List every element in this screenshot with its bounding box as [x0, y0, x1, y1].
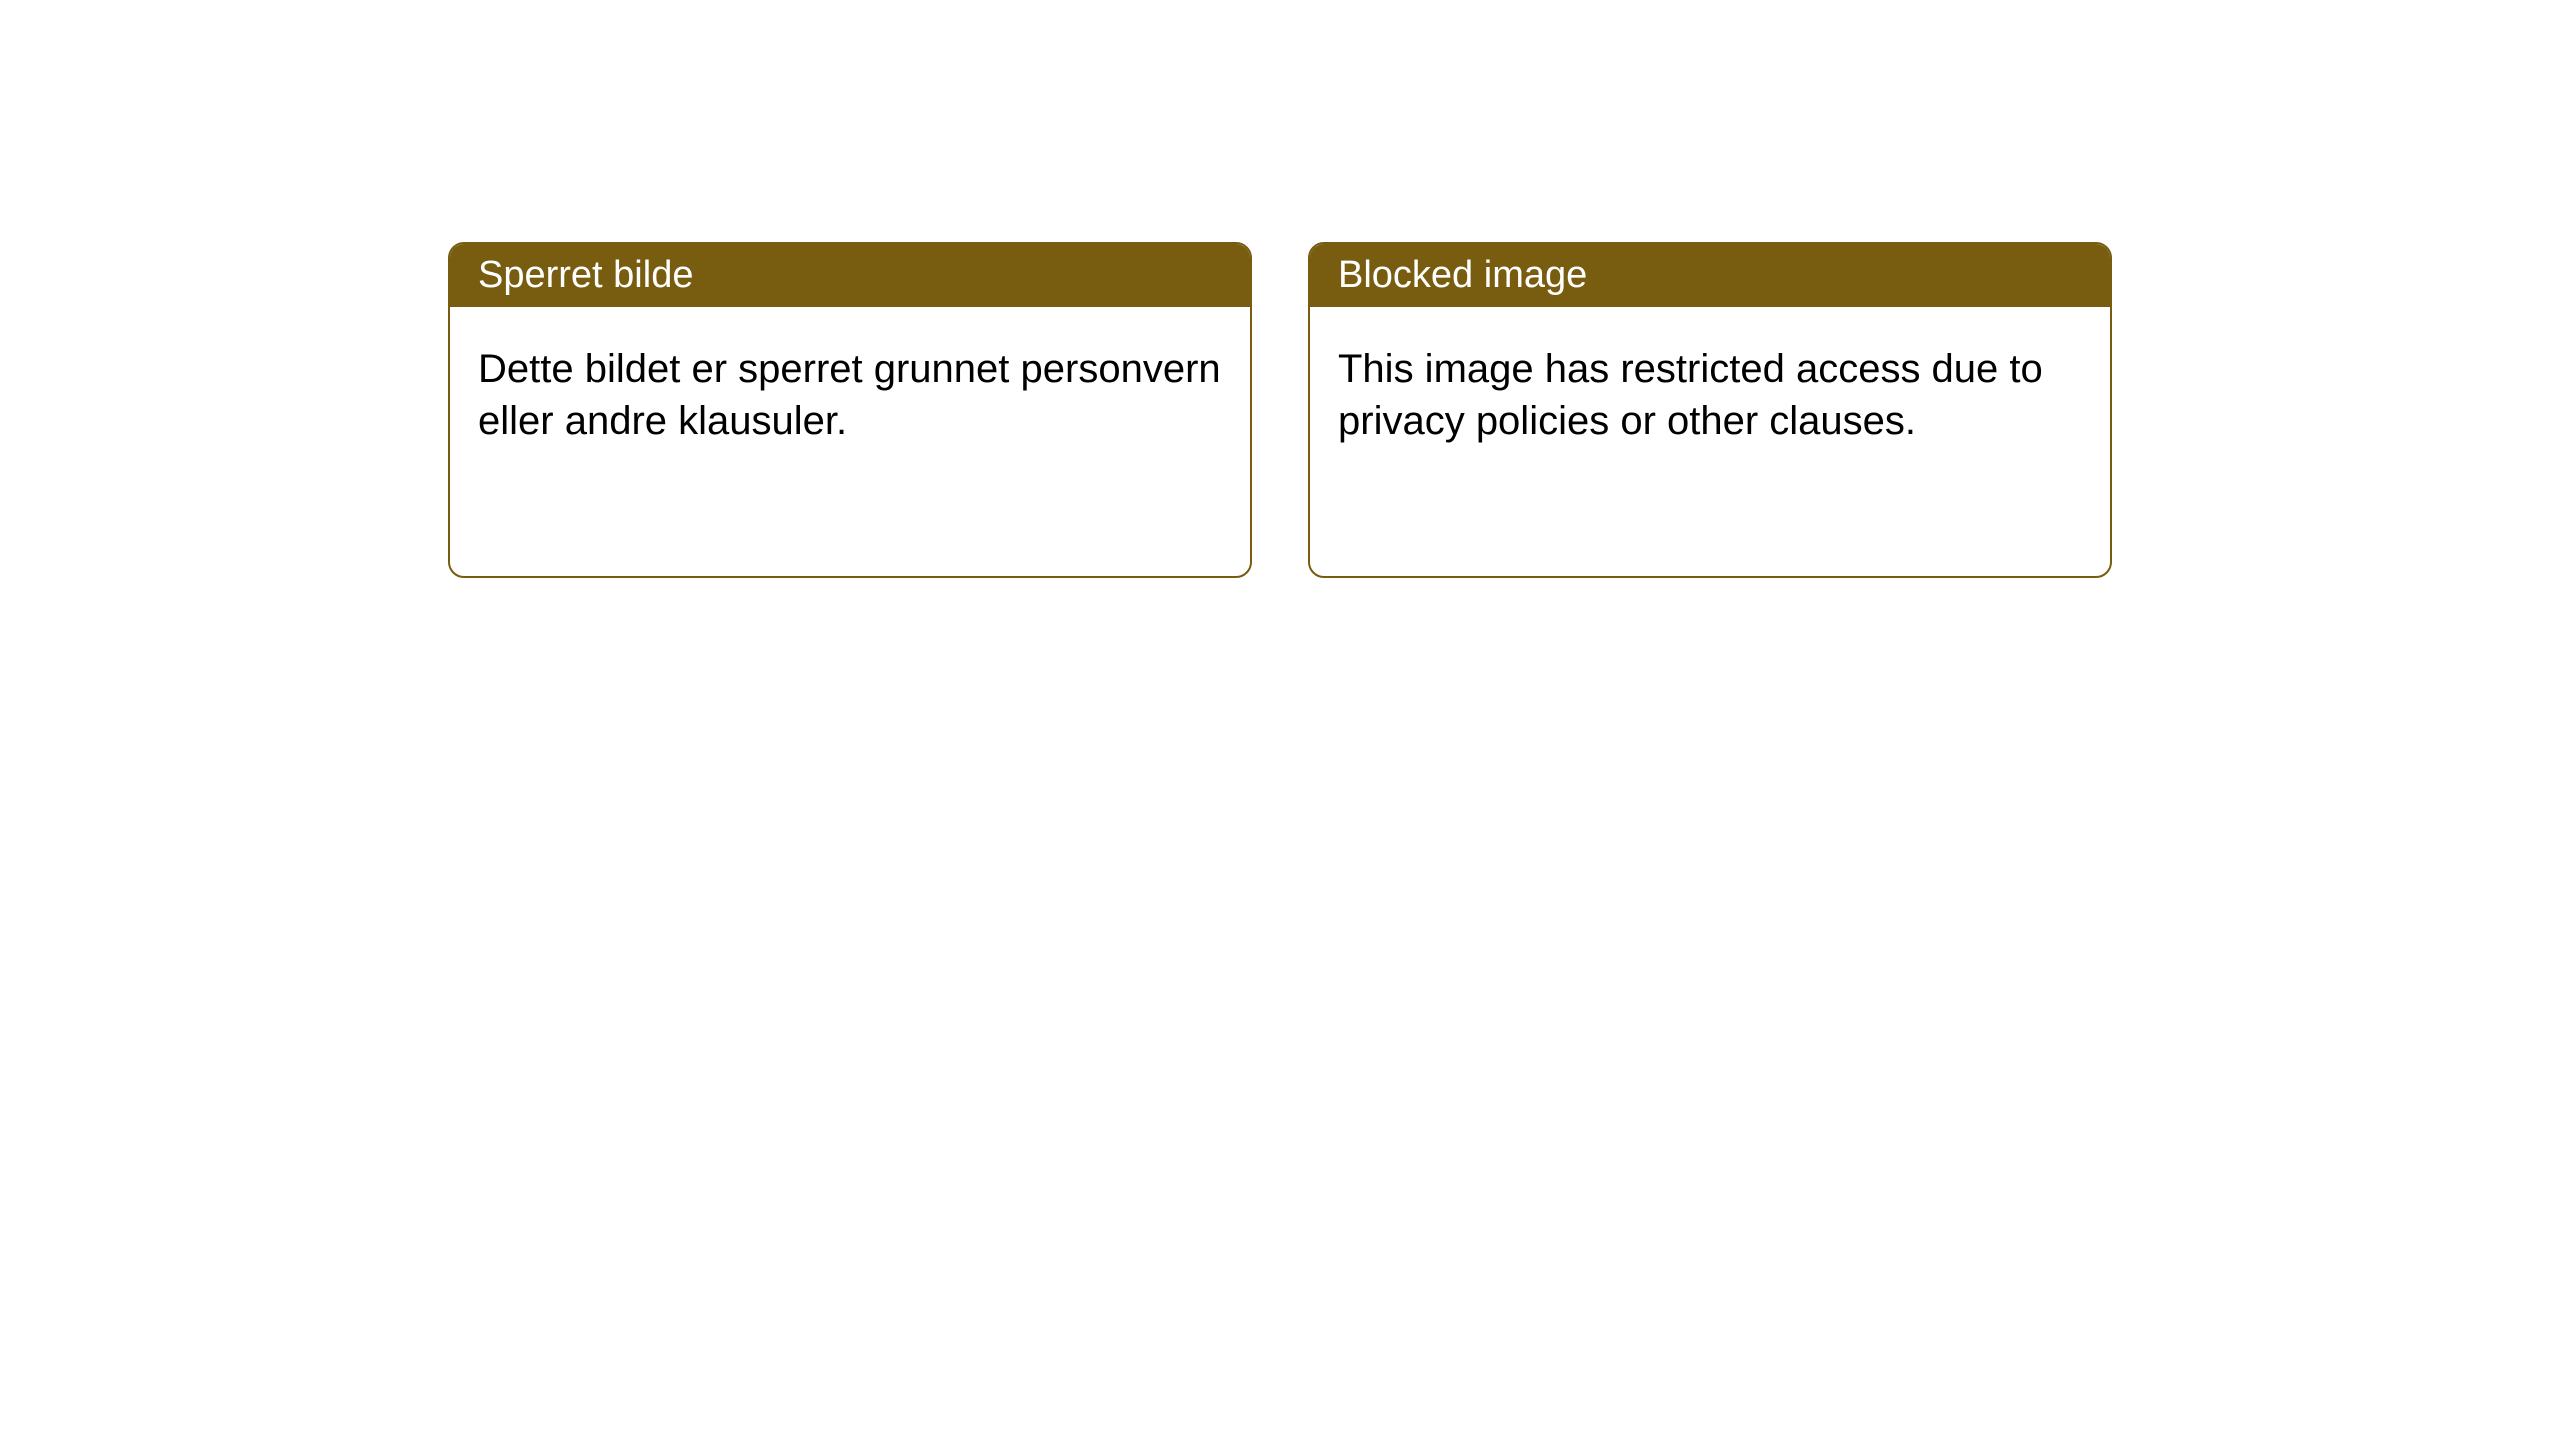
card-header: Sperret bilde [450, 244, 1250, 307]
card-body-text: This image has restricted access due to … [1338, 347, 2043, 443]
blocked-image-card-en: Blocked image This image has restricted … [1308, 242, 2112, 578]
card-header: Blocked image [1310, 244, 2110, 307]
card-title: Blocked image [1338, 254, 1587, 296]
card-body: Dette bildet er sperret grunnet personve… [450, 307, 1250, 483]
card-title: Sperret bilde [478, 254, 693, 296]
card-body-text: Dette bildet er sperret grunnet personve… [478, 347, 1221, 443]
blocked-image-card-no: Sperret bilde Dette bildet er sperret gr… [448, 242, 1252, 578]
notice-container: Sperret bilde Dette bildet er sperret gr… [0, 0, 2560, 578]
card-body: This image has restricted access due to … [1310, 307, 2110, 483]
